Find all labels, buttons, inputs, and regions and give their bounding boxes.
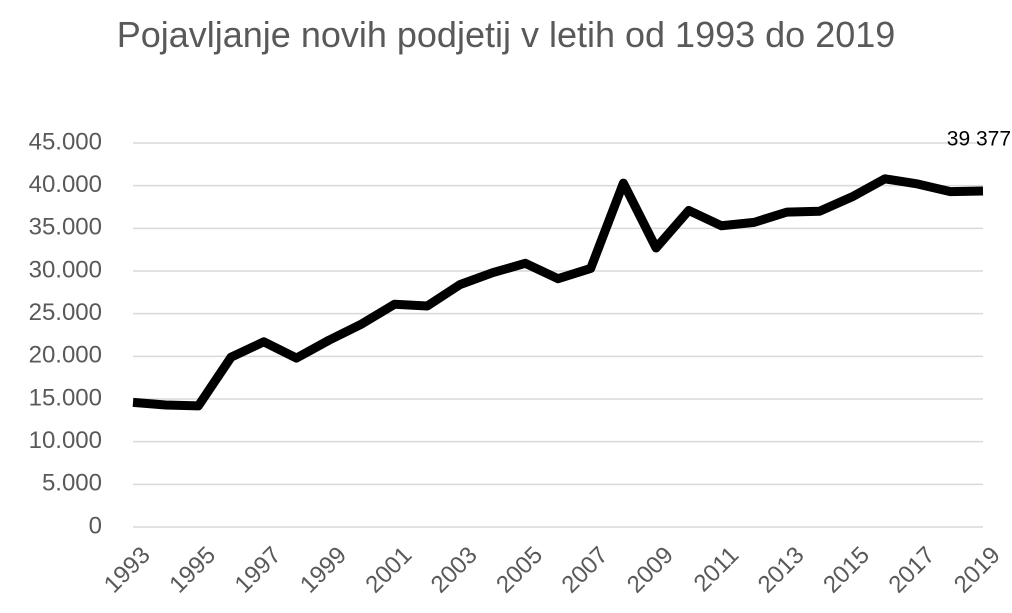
x-tick-label: 2017 [883, 542, 940, 599]
chart-title: Pojavljanje novih podjetij v letih od 19… [116, 14, 896, 55]
y-tick-label: 40.000 [29, 171, 102, 198]
data-line [132, 174, 984, 411]
x-tick-label: 2003 [426, 542, 483, 599]
y-tick-label: 35.000 [29, 214, 102, 241]
x-tick-label: 2013 [753, 542, 810, 599]
data-label: 39 377 [947, 128, 1011, 151]
x-tick-label: 2009 [622, 542, 679, 599]
y-tick-label: 5.000 [42, 470, 102, 497]
x-tick-label: 2015 [818, 542, 875, 599]
y-tick-label: 20.000 [29, 342, 102, 369]
x-tick-label: 2005 [491, 542, 548, 599]
x-tick-label: 2007 [557, 542, 614, 599]
y-tick-label: 0 [89, 512, 102, 539]
y-tick-label: 15.000 [29, 384, 102, 411]
x-tick-label: 2011 [689, 542, 745, 598]
x-tick-label: 2001 [360, 542, 417, 599]
x-tick-label: 1995 [164, 542, 221, 599]
y-tick-label: 45.000 [29, 128, 102, 155]
y-tick-label: 25.000 [29, 299, 102, 326]
y-tick-label: 10.000 [29, 427, 102, 454]
x-tick-label: 1993 [99, 542, 156, 599]
x-tick-label: 1997 [230, 542, 287, 599]
x-tick-label: 1999 [295, 542, 352, 599]
y-tick-label: 30.000 [29, 256, 102, 283]
x-tick-label: 2019 [949, 542, 1006, 599]
